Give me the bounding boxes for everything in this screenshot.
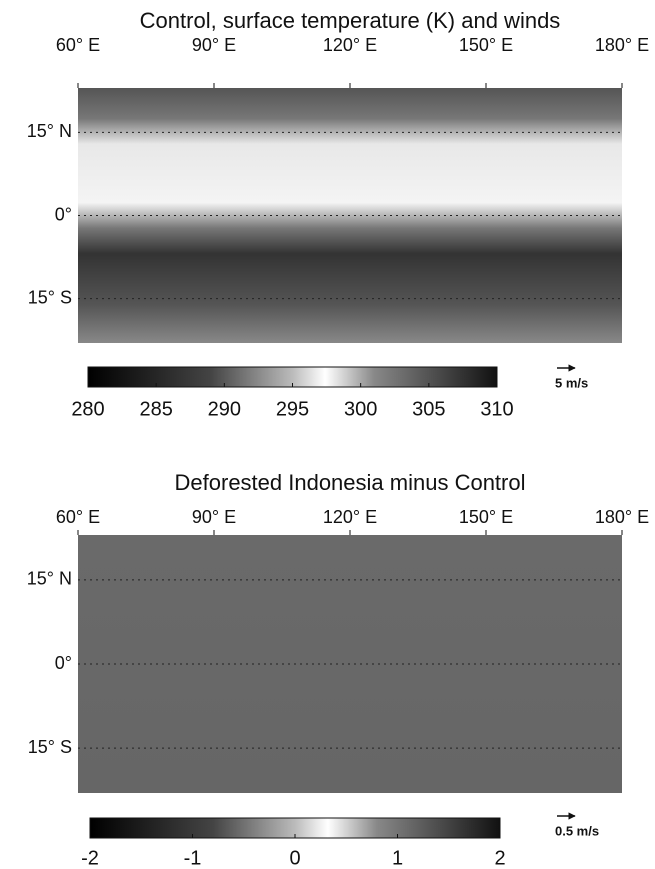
x-tick-label: 120° E	[323, 507, 377, 527]
colorbar-tick-label: 2	[494, 847, 505, 869]
colorbar-tick-label: 280	[71, 398, 104, 420]
y-tick-label: 15° S	[28, 287, 72, 307]
x-tick-label: 120° E	[323, 35, 377, 55]
colorbar-tick-label: -2	[81, 847, 99, 869]
vector-key-label: 5 m/s	[555, 375, 588, 390]
y-tick-label: 15° N	[27, 121, 72, 141]
y-tick-label: 15° S	[28, 737, 72, 757]
colorbar-tick-label: 310	[480, 398, 513, 420]
x-tick-label: 180° E	[595, 507, 649, 527]
vector-key-label: 0.5 m/s	[555, 823, 599, 838]
colorbar-tick-label: 305	[412, 398, 445, 420]
colorbar-tick-label: 285	[139, 398, 172, 420]
y-tick-label: 0°	[55, 653, 72, 673]
colorbar-tick-label: 0	[289, 847, 300, 869]
colorbar-tick-label: 1	[392, 847, 403, 869]
x-tick-label: 90° E	[192, 35, 236, 55]
x-tick-label: 150° E	[459, 35, 513, 55]
map-title: Deforested Indonesia minus Control	[175, 470, 526, 495]
colorbar-tick-label: -1	[184, 847, 202, 869]
x-tick-label: 60° E	[56, 35, 100, 55]
map-title: Control, surface temperature (K) and win…	[140, 8, 561, 33]
colorbar-tick-label: 300	[344, 398, 377, 420]
y-tick-label: 15° N	[27, 569, 72, 589]
x-tick-label: 60° E	[56, 507, 100, 527]
colorbar-tick-label: 295	[276, 398, 309, 420]
x-tick-label: 90° E	[192, 507, 236, 527]
x-tick-label: 180° E	[595, 35, 649, 55]
x-tick-label: 150° E	[459, 507, 513, 527]
colorbar-tick-label: 290	[208, 398, 241, 420]
y-tick-label: 0°	[55, 204, 72, 224]
